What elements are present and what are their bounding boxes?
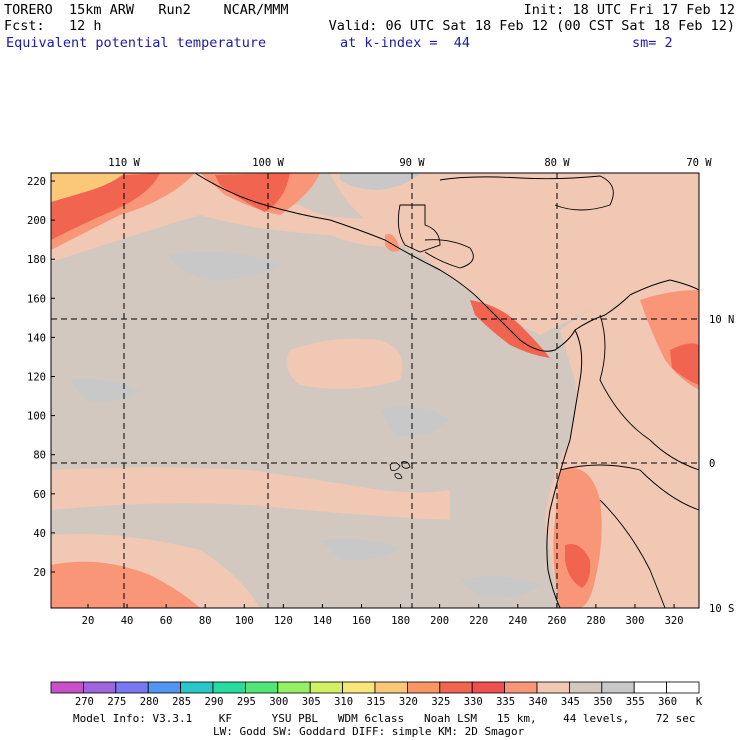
- lat-label: 0: [709, 458, 715, 470]
- level-label: at k-index = 44: [340, 35, 471, 51]
- x-tick-label: 120: [274, 615, 293, 627]
- color-bar-swatch: [180, 681, 214, 694]
- x-tick-label: 100: [235, 615, 254, 627]
- y-tick-label: 200: [27, 215, 46, 227]
- color-bar-label: 280: [140, 696, 159, 708]
- color-bar-swatch: [504, 681, 538, 694]
- color-bar-label: 340: [529, 696, 548, 708]
- lon-label: 80 W: [544, 157, 570, 169]
- x-tick-label: 180: [391, 615, 410, 627]
- y-tick-label: 140: [27, 332, 46, 344]
- y-tick-label: 160: [27, 293, 46, 305]
- color-bar-label: 315: [367, 696, 386, 708]
- color-bar-swatch: [309, 681, 344, 694]
- y-tick-label: 40: [33, 528, 46, 540]
- color-bar-label: 355: [626, 696, 645, 708]
- color-bar-label: 295: [237, 696, 256, 708]
- footer-physics: LW: Godd SW: Goddard DIFF: simple KM: 2D…: [213, 725, 525, 738]
- x-tick-label: 260: [547, 615, 566, 627]
- color-bar-unit: K: [696, 696, 703, 708]
- color-bar-label: 360: [658, 696, 677, 708]
- color-bar-swatch: [147, 681, 181, 694]
- x-tick-label: 280: [586, 615, 605, 627]
- map-field: [51, 173, 699, 608]
- y-tick-label: 20: [33, 567, 46, 579]
- x-tick-label: 300: [625, 615, 644, 627]
- color-bar-swatch: [50, 681, 84, 694]
- color-bar-swatch: [115, 681, 149, 694]
- color-bar-swatch: [569, 681, 603, 694]
- color-bar-swatch: [406, 681, 441, 694]
- header-title: TORERO 15km ARW Run2 NCAR/MMM: [4, 2, 289, 18]
- color-bar-swatch: [471, 681, 506, 694]
- color-bar-swatch: [342, 681, 376, 694]
- color-bar-label: 320: [399, 696, 418, 708]
- color-bar-labels: 270 275 280 285 290 295 300 305 310 315 320 325 330 3…: [75, 696, 677, 708]
- color-bar-label: 270: [75, 696, 94, 708]
- lon-label: 90 W: [399, 157, 425, 169]
- color-bar-label: 275: [107, 696, 126, 708]
- axis-tick-marks: [51, 180, 675, 608]
- y-tick-label: 80: [33, 450, 46, 462]
- color-bar-swatch: [244, 681, 279, 694]
- color-bar-label: 325: [431, 696, 450, 708]
- color-bar-swatch: [374, 681, 408, 694]
- x-tick-label: 200: [430, 615, 449, 627]
- x-tick-label: 80: [199, 615, 212, 627]
- lat-label: 10 N: [709, 314, 734, 326]
- color-bar-label: 290: [205, 696, 224, 708]
- x-tick-label: 240: [508, 615, 527, 627]
- header-forecast: Fcst: 12 h: [4, 18, 102, 34]
- header-init: Init: 18 UTC Fri 17 Feb 12: [523, 2, 735, 18]
- x-tick-label: 220: [469, 615, 488, 627]
- x-tick-label: 140: [313, 615, 332, 627]
- x-tick-label: 20: [82, 615, 95, 627]
- color-bar-label: 350: [593, 696, 612, 708]
- color-bar-swatch: [277, 681, 311, 694]
- color-bar-swatch: [601, 681, 635, 694]
- x-tick-label: 40: [121, 615, 134, 627]
- footer-model-info: Model Info: V3.3.1 KF YSU PBL WDM 6class…: [73, 712, 696, 725]
- color-bar-label: 310: [334, 696, 353, 708]
- y-tick-label: 220: [27, 176, 46, 188]
- color-bar-swatch: [83, 681, 117, 694]
- color-bar-label: 335: [496, 696, 515, 708]
- lon-label: 100 W: [252, 157, 284, 169]
- color-bar-swatch: [633, 681, 668, 694]
- field-name: Equivalent potential temperature: [6, 35, 267, 51]
- color-bar-label: 305: [302, 696, 321, 708]
- longitude-labels: 110 W 100 W 90 W 80 W 70 W: [108, 157, 712, 169]
- color-bar: [50, 681, 700, 694]
- color-bar-swatch: [536, 681, 570, 694]
- y-tick-label: 180: [27, 254, 46, 266]
- smoothing-label: sm= 2: [632, 35, 673, 51]
- color-bar-swatch: [666, 681, 700, 694]
- color-bar-label: 345: [561, 696, 580, 708]
- lat-label: 10 S: [709, 603, 734, 615]
- lon-label: 110 W: [108, 157, 140, 169]
- x-tick-label: 320: [665, 615, 684, 627]
- map-frame: [50, 172, 700, 609]
- x-tick-label: 160: [352, 615, 371, 627]
- y-tick-labels: 220 200 180 160 140 120 100 80 60 40 20: [27, 176, 46, 579]
- y-tick-label: 100: [27, 411, 46, 423]
- color-bar-swatch: [439, 681, 473, 694]
- y-tick-label: 120: [27, 372, 46, 384]
- x-tick-label: 60: [160, 615, 173, 627]
- header-valid: Valid: 06 UTC Sat 18 Feb 12 (00 CST Sat …: [328, 18, 735, 34]
- color-bar-label: 300: [269, 696, 288, 708]
- color-bar-swatch: [212, 681, 246, 694]
- latitude-labels: 10 N 0 10 S: [709, 314, 734, 615]
- graticule: [51, 173, 699, 608]
- color-bar-label: 330: [464, 696, 483, 708]
- color-bar-label: 285: [172, 696, 191, 708]
- lon-label: 70 W: [686, 157, 712, 169]
- x-tick-labels: 20 40 60 80 100 120 140 160 180 200 220 240 260 280 30…: [82, 615, 684, 627]
- y-tick-label: 60: [33, 489, 46, 501]
